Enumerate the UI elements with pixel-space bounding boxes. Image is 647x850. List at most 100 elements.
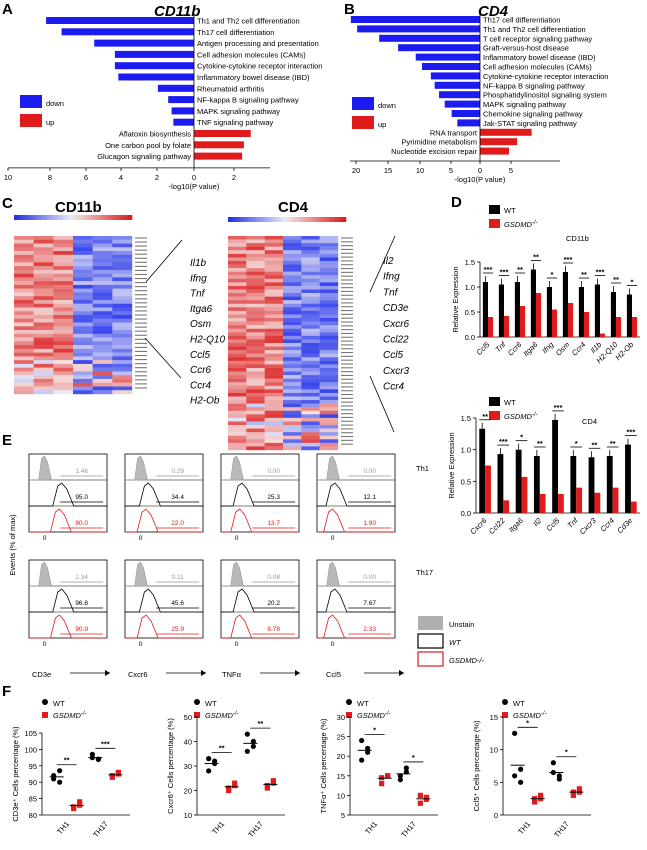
heat-cell [301, 303, 320, 308]
heat-cell [14, 299, 34, 304]
colorbar-step [314, 217, 319, 222]
heat-cell [112, 269, 133, 274]
heat-cell [246, 271, 265, 276]
heat-cell [228, 389, 247, 394]
heat-cell [53, 378, 74, 383]
colorbar-step [80, 215, 86, 220]
heat-cell [53, 318, 74, 323]
axis-label: -log10(P value) [169, 182, 220, 191]
ko-curve [29, 508, 107, 533]
heat-cell [283, 392, 302, 397]
group-label: TH17 [552, 820, 571, 840]
heat-cell [246, 285, 265, 290]
heat-cell [33, 236, 54, 240]
heat-cell [246, 243, 265, 247]
gene-label-cd11b: Ccr4 [190, 380, 212, 391]
heat-cell [283, 360, 302, 365]
heat-cell [92, 378, 113, 383]
heat-cell [264, 417, 284, 422]
heat-cell [33, 239, 54, 244]
heat-cell [73, 247, 93, 252]
bar-wt [625, 444, 631, 513]
heat-cell [112, 360, 133, 365]
heat-cell [246, 400, 265, 404]
wt-gate-value: 96.8 [75, 600, 88, 607]
heat-cell [283, 389, 302, 394]
category-label: Ccl5 [474, 339, 492, 357]
heat-cell [319, 360, 339, 365]
y-tick-label: 80 [29, 811, 37, 820]
heat-cell [112, 296, 133, 301]
term-label: Antigen processing and presentation [197, 39, 319, 48]
heat-cell [14, 341, 34, 346]
heat-cell [228, 307, 247, 312]
heat-cell [228, 236, 247, 240]
heat-cell [246, 360, 265, 365]
heat-cell [246, 282, 265, 287]
heat-cell [14, 345, 34, 350]
heat-cell [319, 282, 339, 287]
heat-cell [246, 428, 265, 433]
heat-cell [264, 367, 284, 372]
gene-label-cd4: Cxcr3 [383, 366, 410, 377]
heat-cell [14, 348, 34, 353]
ko-gate-value: 1.90 [363, 520, 376, 527]
heat-cell [73, 254, 93, 259]
heat-cell [92, 337, 113, 342]
heat-cell [73, 356, 93, 361]
heat-cell [246, 310, 265, 315]
tick-label: 20 [352, 166, 360, 175]
heat-cell [33, 262, 54, 267]
tick-label: 8 [48, 173, 52, 182]
heat-cell [228, 392, 247, 397]
heat-cell [264, 343, 284, 347]
wt-point [359, 737, 365, 744]
bar-ko [536, 293, 542, 337]
heat-cell [14, 273, 34, 278]
heat-cell [53, 375, 74, 380]
heat-cell [14, 375, 34, 380]
colorbar-step [338, 217, 343, 222]
category-label: Itga6 [521, 339, 540, 358]
heat-cell [53, 337, 74, 342]
heat-cell [319, 271, 339, 276]
bar-ko [503, 500, 510, 513]
heat-cell [14, 277, 34, 282]
heat-cell [33, 292, 54, 297]
heat-cell [92, 352, 113, 357]
heat-cell [92, 307, 113, 312]
heat-cell [33, 341, 54, 346]
heat-cell [319, 432, 339, 436]
sig-label: *** [499, 437, 508, 446]
heat-cell [53, 390, 74, 395]
heat-cell [73, 281, 93, 286]
gene-label-cd11b: H2-Q10 [190, 335, 225, 346]
heat-cell [301, 282, 320, 287]
bar-wt [530, 269, 536, 337]
legend-down-label: down [46, 99, 64, 108]
colorbar-step [326, 217, 331, 222]
heat-cell [301, 385, 320, 390]
heat-cell [283, 296, 302, 301]
tick-label: 6 [84, 173, 88, 182]
heat-cell [14, 292, 34, 297]
heat-cell [283, 260, 302, 265]
arrowhead [295, 670, 300, 676]
heat-cell [53, 311, 74, 316]
legend-wt-swatch [489, 397, 500, 406]
heat-cell [283, 236, 302, 240]
y-tick-label: 0 [494, 811, 498, 820]
heat-cell [112, 356, 133, 361]
heat-cell [112, 284, 133, 289]
heat-cell [264, 289, 284, 294]
heat-cell [246, 357, 265, 362]
heat-cell [112, 277, 133, 282]
y-axis-label: CD3e⁺ Cells percentage (%) [11, 726, 20, 822]
colorbar-step [283, 217, 288, 222]
panel-f-ccl5-plot: WT GSDMD-/- 0 5 10 15 Ccl5⁺ Cells percentage (… [472, 699, 591, 839]
heat-cell [228, 371, 247, 376]
heat-cell [14, 386, 34, 391]
heat-cell [228, 432, 247, 436]
heat-cell [283, 435, 302, 440]
